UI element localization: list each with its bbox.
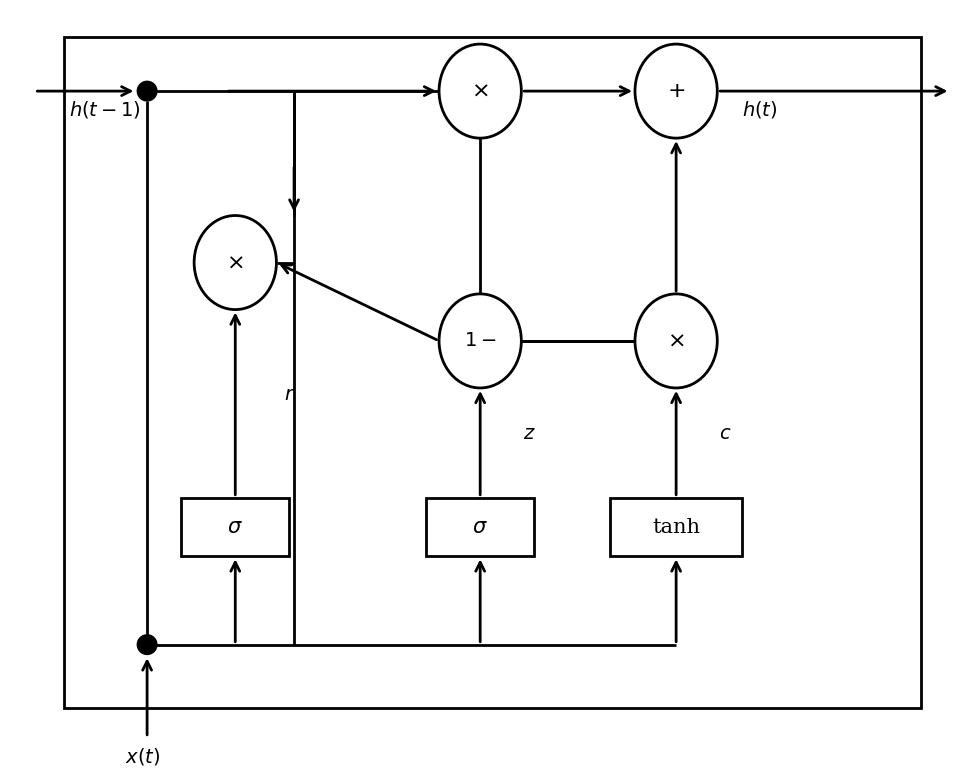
Text: $h(t-1)$: $h(t-1)$ [68,99,141,120]
Circle shape [137,635,156,654]
Ellipse shape [635,44,717,138]
Text: tanh: tanh [651,518,699,537]
Text: $\sigma$: $\sigma$ [227,518,243,537]
FancyBboxPatch shape [181,498,289,557]
Ellipse shape [635,294,717,388]
Text: $\sigma$: $\sigma$ [471,518,488,537]
FancyBboxPatch shape [609,498,741,557]
Text: $z$: $z$ [522,425,535,443]
Ellipse shape [438,44,521,138]
Ellipse shape [194,216,276,310]
Text: $h(t)$: $h(t)$ [741,99,777,120]
Text: $x(t)$: $x(t)$ [124,746,159,766]
Text: $1-$: $1-$ [464,332,496,350]
Text: $+$: $+$ [666,80,685,102]
Text: $\times$: $\times$ [470,80,488,102]
Ellipse shape [438,294,521,388]
Bar [64,37,920,708]
Text: $c$: $c$ [718,425,731,443]
Text: $r$: $r$ [284,386,294,404]
Text: $\times$: $\times$ [667,330,685,352]
FancyBboxPatch shape [425,498,534,557]
Circle shape [137,81,156,101]
Text: $\times$: $\times$ [226,252,244,273]
